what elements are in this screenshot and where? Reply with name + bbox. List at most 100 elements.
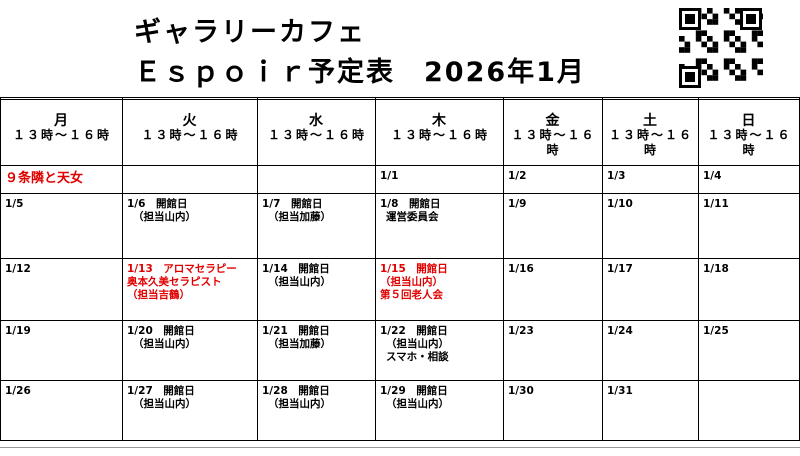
qr-module — [746, 14, 756, 24]
cell-text: 1/13 アロマセラピー — [127, 263, 237, 275]
cell-text: （担当加藤） — [268, 211, 331, 223]
grid-line — [602, 97, 603, 440]
grid-line — [0, 165, 800, 166]
qr-module — [723, 30, 730, 36]
qr-module — [740, 75, 747, 81]
cell-text: （担当山内） — [386, 338, 449, 350]
grid-line — [257, 97, 258, 440]
qr-module — [707, 47, 713, 53]
day-label: 金 — [545, 113, 560, 129]
day-label: 日 — [741, 113, 756, 129]
cell-text: 1/28 開館日 — [262, 385, 330, 397]
cell-text: 1/29 開館日 — [380, 385, 448, 397]
qr-code — [679, 8, 763, 88]
day-label: 火 — [182, 113, 197, 129]
qr-module — [729, 41, 735, 48]
qr-module — [723, 58, 730, 64]
cell-text: 1/18 — [703, 263, 729, 275]
cell-text: 1/27 開館日 — [127, 385, 195, 397]
grid-line — [0, 193, 800, 194]
qr-module — [735, 19, 741, 25]
grid-line — [0, 320, 800, 321]
cell-text: 第５回老人会 — [380, 289, 443, 301]
cell-text: 1/31 — [607, 385, 633, 397]
grid-line — [0, 440, 800, 441]
qr-module — [701, 41, 707, 48]
qr-module — [729, 69, 735, 76]
qr-module — [751, 64, 758, 70]
qr-module — [684, 47, 691, 53]
day-label: 月 — [54, 113, 68, 129]
cell-text: 1/19 — [5, 325, 31, 337]
cell-text: 1/2 — [508, 170, 527, 182]
grid-line — [375, 97, 376, 440]
day-label: 水 — [309, 113, 323, 129]
qr-module — [712, 19, 719, 25]
title: ギャラリーカフェ — [134, 17, 366, 48]
grid-line — [0, 97, 1, 440]
qr-module — [712, 75, 719, 81]
cell-text: 1/6 開館日 — [127, 198, 188, 210]
grid-line — [0, 99, 800, 100]
qr-module — [712, 41, 719, 48]
qr-module — [679, 36, 685, 42]
cell-text: 1/23 — [508, 325, 534, 337]
qr-module — [707, 8, 713, 14]
grid-line — [0, 447, 800, 448]
cell-text: （担当山内） — [386, 398, 449, 410]
qr-module — [712, 47, 719, 53]
qr-module — [707, 75, 713, 81]
grid-line — [0, 97, 800, 98]
cell-text: ９条隣と天女 — [5, 171, 84, 186]
day-label: 木 — [432, 113, 446, 129]
qr-module — [707, 19, 713, 25]
qr-module — [735, 64, 741, 70]
subtitle: Ｅｓｐｏｉｒ予定表 2026年1月 — [134, 57, 586, 88]
cell-text: 1/22 開館日 — [380, 325, 448, 337]
cell-text: 1/16 — [508, 263, 534, 275]
cell-text: （担当山内） — [133, 338, 196, 350]
time-label: １３時～１６時 — [141, 128, 240, 142]
grid-line — [503, 97, 504, 440]
cell-text: 1/4 — [703, 170, 722, 182]
cell-text: 1/3 — [607, 170, 626, 182]
time-label: １３時～１６時 — [511, 128, 596, 157]
qr-module — [712, 69, 719, 76]
cell-text: （担当山内） — [268, 276, 331, 288]
qr-module — [695, 58, 702, 64]
qr-module — [757, 30, 763, 36]
cell-text: 1/17 — [607, 263, 633, 275]
cell-text: 1/25 — [703, 325, 729, 337]
qr-module — [679, 47, 685, 53]
cell-text: 1/10 — [607, 198, 633, 210]
cell-text: スマホ・相談 — [386, 351, 449, 363]
cell-text: 1/8 開館日 — [380, 198, 441, 210]
cell-text: 1/15 開館日 — [380, 263, 448, 275]
grid-line — [0, 380, 800, 381]
cell-text: 1/11 — [703, 198, 729, 210]
qr-module — [735, 36, 741, 42]
cell-text: 1/5 — [5, 198, 24, 210]
qr-module — [729, 13, 735, 20]
cell-text: （担当吉鶴） — [127, 289, 190, 301]
qr-module — [685, 14, 695, 24]
qr-module — [701, 13, 707, 20]
time-label: １３時～１６時 — [267, 128, 366, 142]
qr-module — [695, 30, 702, 36]
qr-module — [723, 64, 730, 70]
qr-module — [712, 13, 719, 20]
qr-module — [751, 58, 758, 64]
qr-module — [707, 36, 713, 42]
qr-module — [735, 47, 741, 53]
qr-module — [757, 41, 763, 48]
grid-line — [698, 97, 699, 440]
cell-text: （担当山内） — [380, 276, 443, 288]
time-label: １３時～１６時 — [12, 128, 111, 142]
qr-module — [729, 58, 735, 64]
day-label: 土 — [643, 113, 657, 129]
qr-module — [701, 58, 707, 64]
cell-text: 1/7 開館日 — [262, 198, 323, 210]
qr-module — [740, 41, 747, 48]
cell-text: 1/30 — [508, 385, 534, 397]
qr-module — [735, 8, 741, 14]
